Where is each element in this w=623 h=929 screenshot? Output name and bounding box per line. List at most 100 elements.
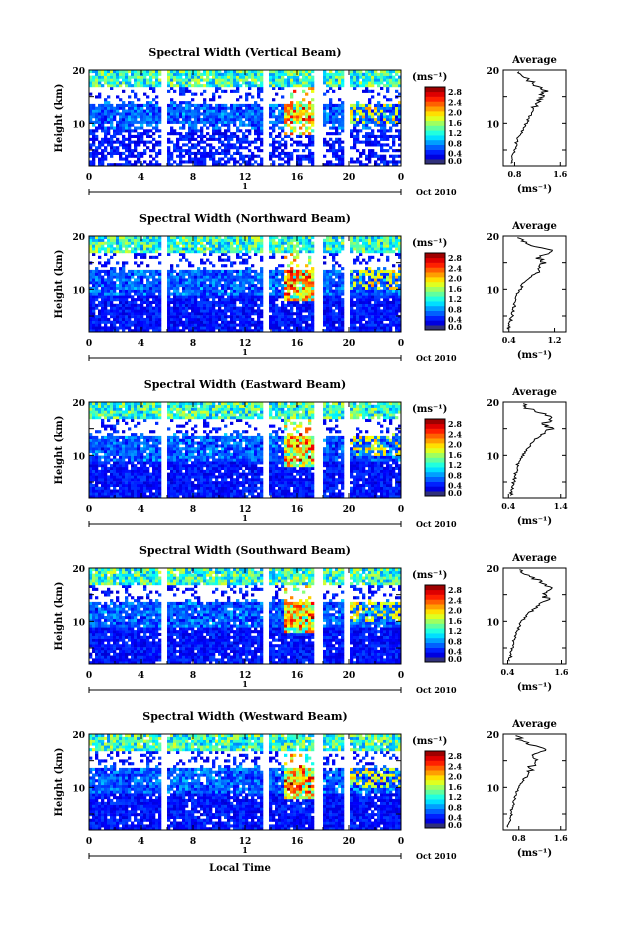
heatmap-cell [185, 247, 189, 251]
heatmap-cell [368, 112, 372, 116]
heatmap-cell [149, 281, 153, 285]
heatmap-cell [116, 72, 120, 76]
heatmap-cell [155, 151, 159, 155]
heatmap-cell [125, 84, 129, 88]
heatmap-cell [248, 149, 252, 153]
heatmap-cell [248, 272, 252, 276]
heatmap-cell [173, 286, 177, 290]
heatmap-cell [200, 289, 204, 293]
heatmap-cell [203, 244, 207, 248]
heatmap-cell [149, 112, 153, 116]
heatmap-cell [191, 281, 195, 285]
heatmap-cell [338, 286, 342, 290]
heatmap-cell [212, 320, 216, 324]
heatmap-cell [398, 132, 402, 136]
heatmap-cell [362, 281, 366, 285]
heatmap-cell [152, 272, 156, 276]
heatmap-cell [92, 252, 96, 256]
heatmap-cell [290, 106, 294, 110]
heatmap-cell [203, 70, 207, 74]
heatmap-cell [137, 81, 141, 85]
heatmap-cell [92, 495, 96, 499]
heatmap-cell [332, 250, 336, 254]
heatmap-cell [278, 132, 282, 136]
heatmap-cell [137, 272, 141, 276]
heatmap-cell [179, 154, 183, 158]
heatmap-cell [332, 132, 336, 136]
heatmap-cell [218, 70, 222, 74]
heatmap-cell [98, 292, 102, 296]
heatmap-cell [275, 103, 279, 107]
heatmap-cell [398, 118, 402, 122]
heatmap-cell [101, 75, 105, 79]
heatmap-cell [131, 129, 135, 133]
heatmap-cell [353, 78, 357, 82]
heatmap-cell [95, 292, 99, 296]
heatmap-cell [254, 326, 258, 330]
heatmap-cell [92, 303, 96, 307]
heatmap-cell [251, 236, 255, 240]
heatmap-cell [215, 320, 219, 324]
profile-y-tick-label: 10 [486, 286, 499, 296]
heatmap-cell [131, 312, 135, 316]
heatmap-cell [221, 112, 225, 116]
heatmap-cell [272, 112, 276, 116]
heatmap-cell [275, 267, 279, 271]
heatmap-cell [329, 115, 333, 119]
heatmap-cell [119, 81, 123, 85]
heatmap-cell [239, 281, 243, 285]
heatmap-cell [290, 84, 294, 88]
heatmap-cell [146, 306, 150, 310]
heatmap-cell [227, 81, 231, 85]
heatmap-cell [275, 134, 279, 138]
heatmap-cell [104, 326, 108, 330]
heatmap-cell [260, 295, 264, 299]
heatmap-cell [155, 247, 159, 251]
heatmap-cell [239, 284, 243, 288]
heatmap-cell [155, 303, 159, 307]
heatmap-cell [326, 303, 330, 307]
heatmap-cell [167, 300, 171, 304]
heatmap-cell [392, 264, 396, 268]
heatmap-cell [113, 289, 117, 293]
heatmap-cell [290, 241, 294, 245]
heatmap-cell [335, 292, 339, 296]
heatmap-cell [209, 284, 213, 288]
heatmap-cell [278, 118, 282, 122]
heatmap-cell [335, 306, 339, 310]
heatmap-cell [155, 269, 159, 273]
heatmap-cell [212, 78, 216, 82]
heatmap-cell [350, 244, 354, 248]
heatmap-cell [182, 292, 186, 296]
heatmap-cell [146, 112, 150, 116]
heatmap-cell [368, 140, 372, 144]
heatmap-cell [236, 238, 240, 242]
heatmap-cell [230, 115, 234, 119]
heatmap-cell [251, 244, 255, 248]
heatmap-cell [359, 298, 363, 302]
heatmap-cell [275, 106, 279, 110]
heatmap-cell [110, 118, 114, 122]
heatmap-cell [230, 89, 234, 93]
heatmap-cell [125, 284, 129, 288]
heatmap-cell [110, 106, 114, 110]
heatmap-cell [296, 160, 300, 164]
heatmap-cell [227, 134, 231, 138]
heatmap-cell [293, 278, 297, 282]
heatmap-cell [350, 295, 354, 299]
heatmap-cell [272, 78, 276, 82]
heatmap-cell [287, 323, 291, 327]
heatmap-cell [305, 286, 309, 290]
heatmap-cell [257, 272, 261, 276]
colorbar-tick-label: 2.0 [448, 274, 462, 284]
heatmap-cell [395, 292, 399, 296]
heatmap-cell [98, 329, 102, 333]
heatmap-cell [134, 126, 138, 130]
heatmap-cell [122, 78, 126, 82]
heatmap-cell [107, 238, 111, 242]
heatmap-cell [308, 244, 312, 248]
heatmap-cell [221, 143, 225, 147]
heatmap-cell [359, 306, 363, 310]
heatmap-cell [131, 123, 135, 127]
heatmap-cell [107, 103, 111, 107]
